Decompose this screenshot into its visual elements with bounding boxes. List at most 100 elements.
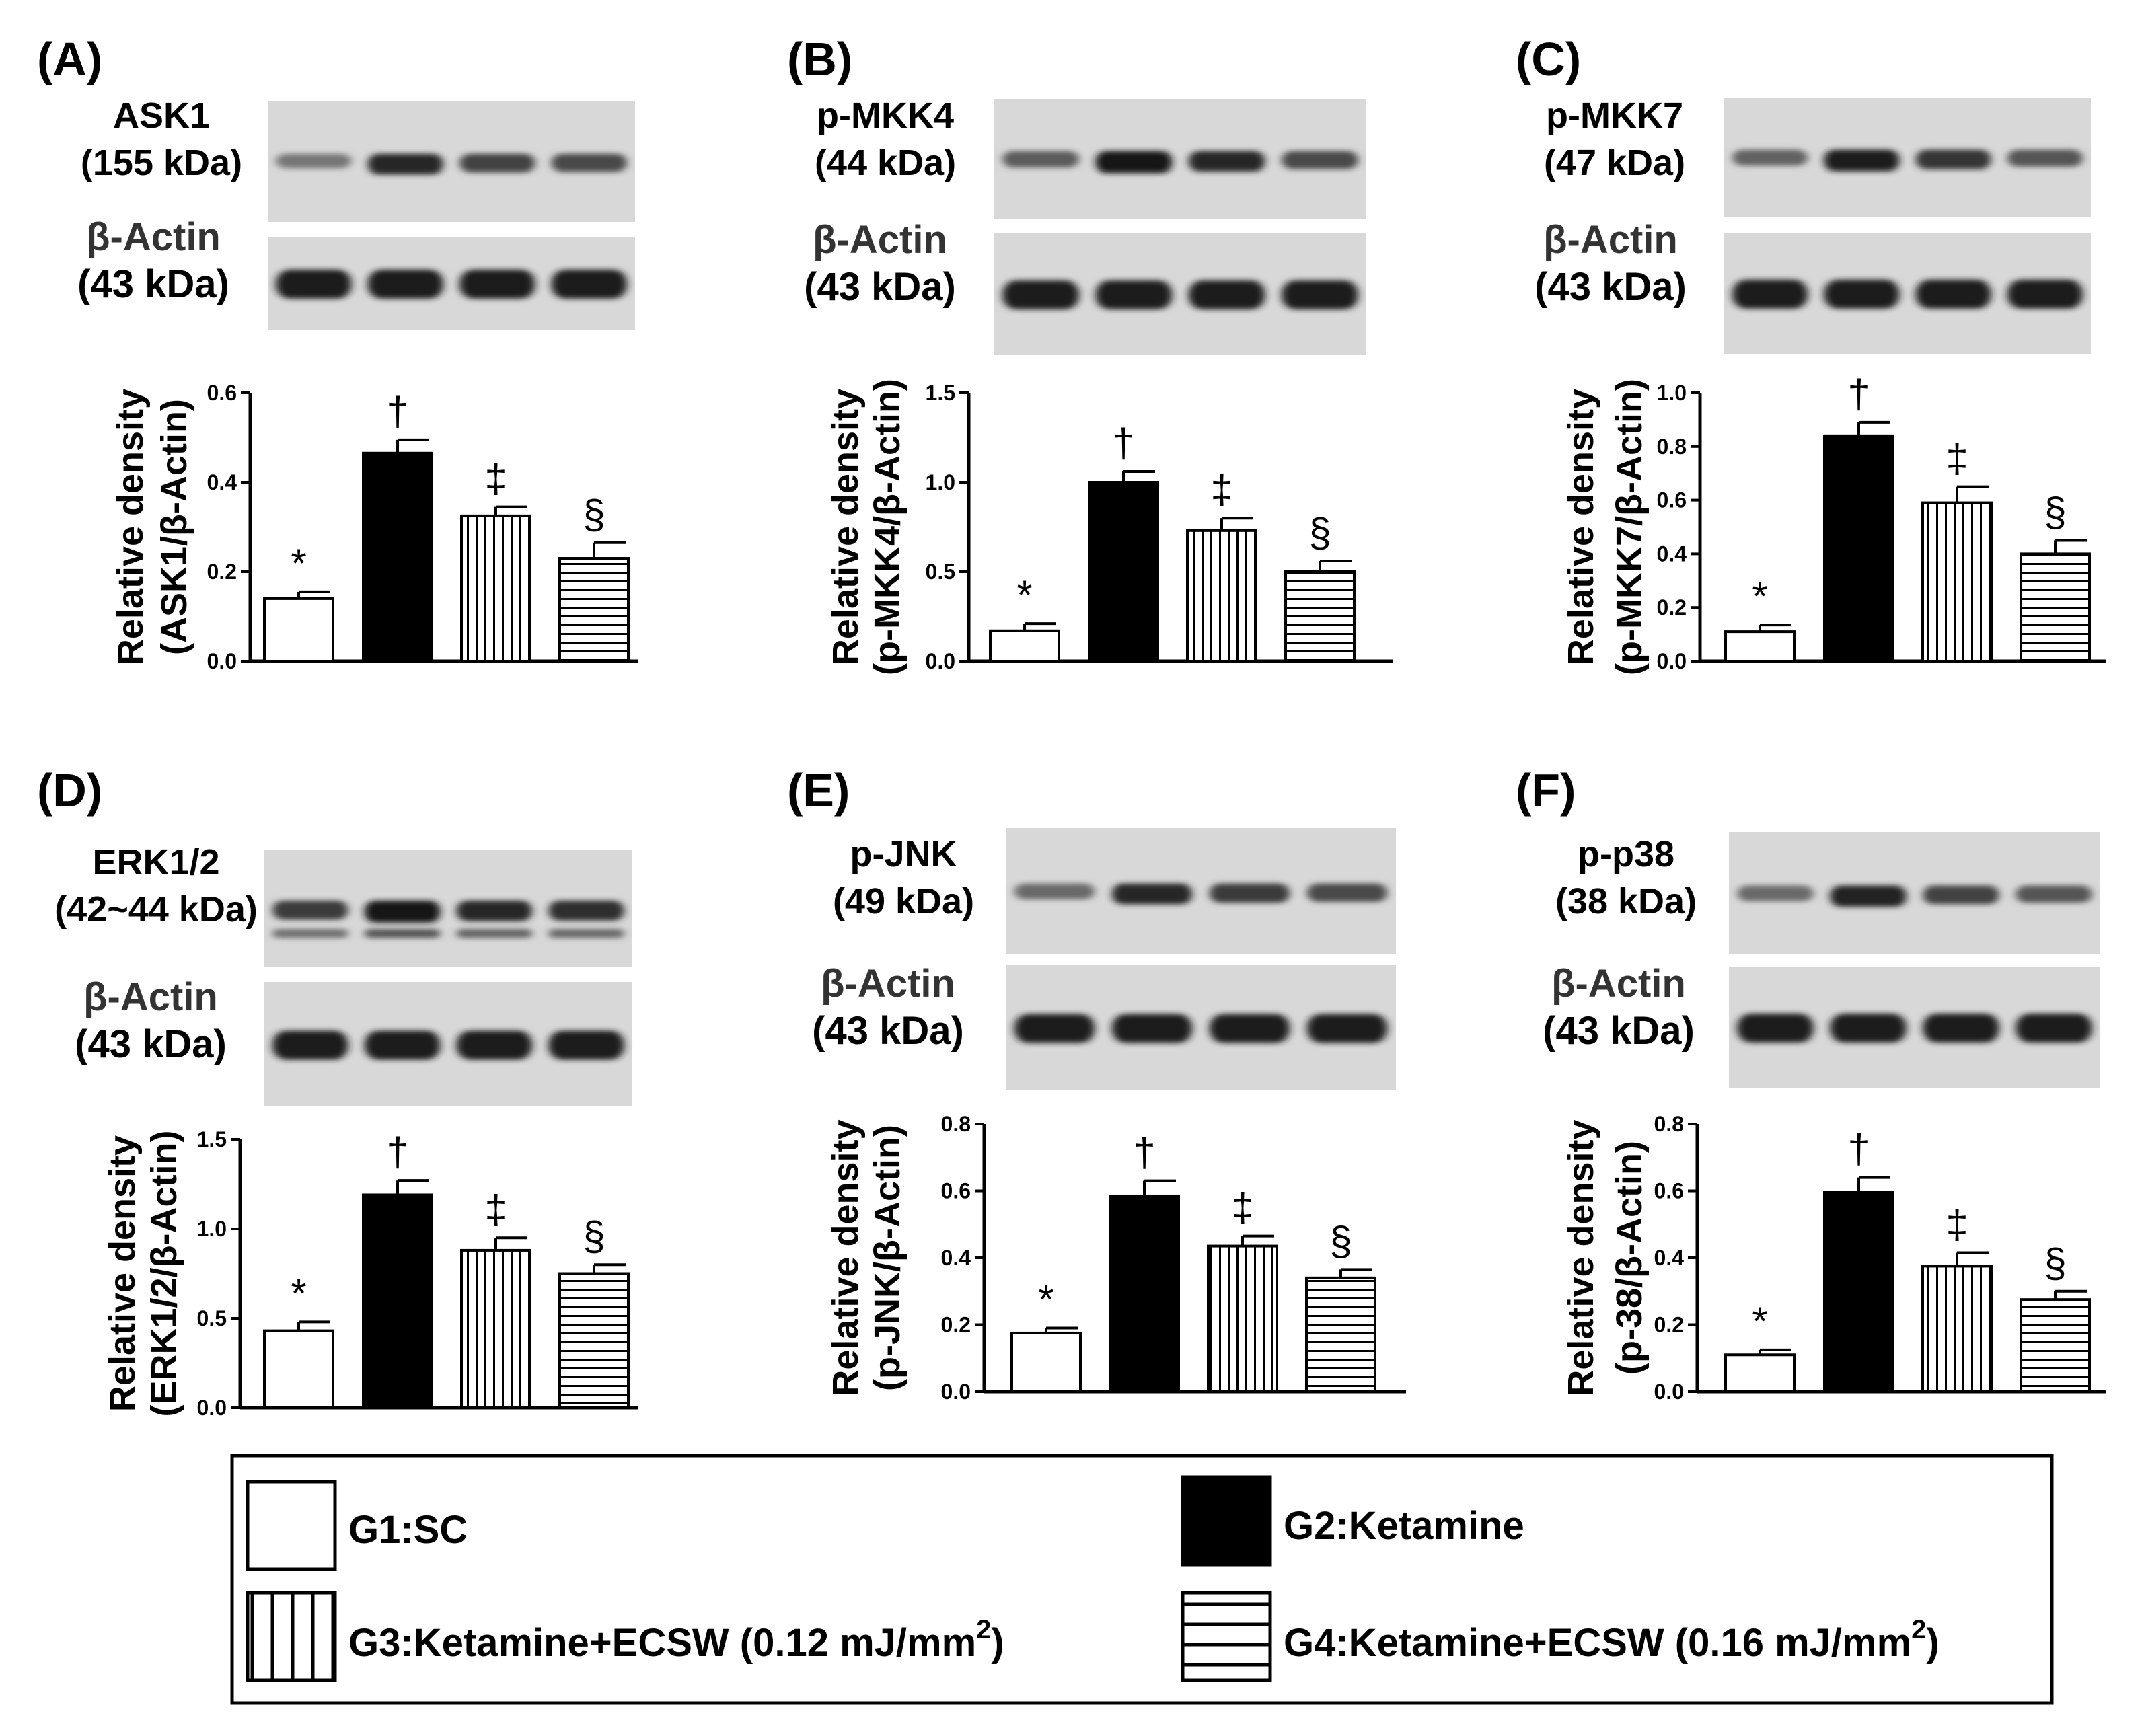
panel-e-actin-blot-band-1 bbox=[1014, 1014, 1095, 1043]
panel-e-target-blot bbox=[1006, 828, 1396, 954]
panel-a-blot-name: ASK1 bbox=[113, 96, 210, 136]
legend-swatch-g1 bbox=[246, 1480, 337, 1571]
legend-label-g2: G2:Ketamine bbox=[1284, 1504, 1524, 1548]
panel-f-blot-kda: (38 kDa) bbox=[1555, 881, 1697, 921]
panel-b-actin-kda: (43 kDa) bbox=[804, 265, 956, 309]
panel-e-marker-G1: * bbox=[1038, 1277, 1053, 1322]
panel-d-actin-kda: (43 kDa) bbox=[75, 1022, 227, 1066]
panel-f-ytick-label-1: 0.2 bbox=[1654, 1313, 1684, 1337]
panel-f-actin-kda: (43 kDa) bbox=[1543, 1009, 1695, 1053]
panel-e-actin-kda: (43 kDa) bbox=[812, 1009, 964, 1053]
panel-c-ylabel-line1: Relative density bbox=[1561, 389, 1601, 665]
panel-c-ytick-label-0: 0.0 bbox=[1657, 649, 1687, 673]
panel-a-actin-blot-band-4 bbox=[551, 270, 627, 299]
panel-e-target-blot-band-1 bbox=[1014, 883, 1095, 900]
panel-a-ytick-label-0: 0.0 bbox=[207, 649, 237, 673]
panel-b-blot-label: p-MKK4 (44 kDa) bbox=[815, 96, 956, 183]
panel-c-target-blot-band-4 bbox=[2007, 149, 2083, 167]
panel-d-blot-name: ERK1/2 bbox=[92, 842, 219, 882]
panel-c-ytick-label-3: 0.6 bbox=[1657, 488, 1687, 513]
panel-e-actin-label: β-Actin (43 kDa) bbox=[812, 962, 964, 1053]
panel-e-bar-G1 bbox=[1010, 1331, 1082, 1393]
panel-d-ylabel-line1: Relative density bbox=[102, 1135, 143, 1412]
panel-c-marker-G2: † bbox=[1847, 371, 1870, 416]
legend-label-g4: G4:Ketamine+ECSW (0.16 mJ/mm2) bbox=[1284, 1615, 1939, 1665]
panel-b-target-blot-band-1 bbox=[1002, 151, 1079, 168]
panel-e-bar-G2 bbox=[1109, 1194, 1180, 1394]
panel-f-ytick-label-4: 0.8 bbox=[1654, 1112, 1684, 1136]
panel-d-blot-label: ERK1/2 (42~44 kDa) bbox=[54, 842, 258, 930]
legend-swatch-g2 bbox=[1181, 1475, 1272, 1567]
panel-c-letter: (C) bbox=[1516, 33, 1581, 85]
panel-a-ylabel-line2: (ASK1/β-Actin) bbox=[154, 399, 194, 655]
panel-d-bar-G3 bbox=[460, 1248, 531, 1410]
panel-f-actin-blot-band-2 bbox=[1830, 1014, 1907, 1043]
panel-a-target-blot-band-1 bbox=[276, 153, 352, 169]
panel-f-bar-G2 bbox=[1823, 1191, 1894, 1394]
panel-f-ylabel-line2: (p-38/β-Actin) bbox=[1609, 1141, 1650, 1375]
panel-b-target-blot-band-3 bbox=[1188, 151, 1265, 172]
panel-d-actin-blot-band-2 bbox=[365, 1030, 441, 1060]
panel-a-target-blot-band-2 bbox=[367, 153, 443, 175]
panel-a-bar-G2 bbox=[362, 451, 433, 663]
panel-a-ylabel-line1: Relative density bbox=[110, 389, 151, 665]
panel-d-bar-G1 bbox=[263, 1329, 334, 1409]
panel-b-ytick-label-1: 0.5 bbox=[926, 560, 955, 584]
panel-c-marker-G4: § bbox=[2044, 489, 2066, 534]
panel-f-ytick-label-3: 0.6 bbox=[1654, 1179, 1684, 1203]
panel-b-marker-G4: § bbox=[1308, 510, 1331, 555]
panel-e-ylabel-line2: (p-JNK/β-Actin) bbox=[867, 1125, 908, 1391]
panel-e-target-blot-band-4 bbox=[1307, 883, 1387, 902]
panel-d-actin-name: β-Actin bbox=[83, 975, 218, 1019]
panel-c-bar-G4 bbox=[2020, 552, 2091, 663]
panel-d-actin-blot bbox=[264, 982, 632, 1106]
panel-c: (C) p-MKK7 (47 kDa) β-Actin (43 kDa) 0.0 0.2 0.… bbox=[1516, 33, 2106, 675]
panel-a-actin-blot bbox=[268, 237, 635, 330]
panel-f-actin-blot-band-1 bbox=[1737, 1014, 1814, 1043]
panel-e-marker-G2: † bbox=[1133, 1130, 1155, 1175]
panel-d-letter: (D) bbox=[37, 764, 102, 817]
panel-b-actin-blot-band-1 bbox=[1002, 280, 1079, 309]
panel-e-target-blot-band-2 bbox=[1112, 883, 1192, 905]
panel-c-actin-blot-band-1 bbox=[1732, 280, 1808, 309]
panel-c-bar-G1 bbox=[1724, 630, 1796, 663]
panel-f-letter: (F) bbox=[1516, 764, 1576, 817]
panel-b: (B) p-MKK4 (44 kDa) β-Actin (43 kDa) 0.0 0.5 1.… bbox=[787, 33, 1393, 675]
panel-b-actin-blot bbox=[994, 233, 1366, 355]
panel-f-ytick-label-0: 0.0 bbox=[1654, 1380, 1684, 1404]
panel-f-marker-G3: ‡ bbox=[1946, 1202, 1968, 1247]
panel-e-actin-name: β-Actin bbox=[821, 962, 955, 1006]
panel-f-blot-name: p-p38 bbox=[1578, 834, 1674, 874]
panel-d-marker-G3: ‡ bbox=[484, 1186, 507, 1232]
panel-f-actin-label: β-Actin (43 kDa) bbox=[1543, 962, 1695, 1053]
panel-a-target-blot-band-4 bbox=[551, 153, 627, 172]
panel-e-actin-blot-band-4 bbox=[1307, 1014, 1387, 1043]
panel-b-target-blot-band-2 bbox=[1095, 151, 1173, 174]
panel-c-ytick-label-2: 0.4 bbox=[1657, 541, 1687, 566]
panel-a-actin-blot-band-2 bbox=[367, 270, 443, 299]
panel-c-ytick-label-5: 1.0 bbox=[1657, 381, 1687, 405]
panel-b-bar-G3 bbox=[1186, 529, 1257, 663]
panel-c-blot-name: p-MKK7 bbox=[1546, 96, 1683, 136]
panel-f-target-blot-band-4 bbox=[2016, 885, 2092, 903]
panel-f-actin-blot-band-4 bbox=[2016, 1014, 2092, 1043]
panel-c-ytick-label-4: 0.8 bbox=[1657, 435, 1687, 459]
panel-f-blot-label: p-p38 (38 kDa) bbox=[1555, 834, 1697, 921]
panel-e-blot-label: p-JNK (49 kDa) bbox=[833, 834, 974, 921]
panel-a-blot-label: ASK1 (155 kDa) bbox=[81, 96, 242, 183]
panel-b-bar-G4 bbox=[1284, 570, 1356, 663]
panel-a-ytick-label-3: 0.6 bbox=[207, 381, 237, 405]
panel-d-target-blot-band-4 bbox=[548, 900, 624, 921]
panel-e-bar-G3 bbox=[1207, 1244, 1278, 1394]
panel-b-letter: (B) bbox=[787, 33, 852, 85]
legend-frame bbox=[230, 1454, 2054, 1705]
panel-c-bar-G3 bbox=[1921, 501, 1993, 663]
panel-a-actin-name: β-Actin bbox=[86, 215, 221, 259]
panel-a-actin-blot-band-3 bbox=[459, 270, 535, 299]
panel-b-actin-name: β-Actin bbox=[813, 218, 947, 262]
panel-e-bar-G4 bbox=[1305, 1276, 1376, 1393]
panel-f-bar-G4 bbox=[2020, 1298, 2091, 1393]
panel-d-actin-blot-band-4 bbox=[548, 1030, 624, 1060]
panel-b-blot-name: p-MKK4 bbox=[817, 96, 954, 136]
panel-e-marker-G3: ‡ bbox=[1231, 1185, 1253, 1230]
